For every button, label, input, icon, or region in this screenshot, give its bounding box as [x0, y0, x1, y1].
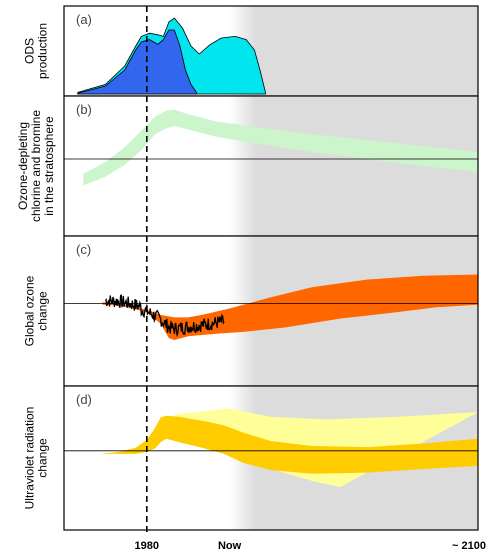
y-axis-label: ODS	[23, 38, 37, 64]
y-axis-label: Ozone-depleting	[16, 122, 30, 210]
panel-3: (d) Ultraviolet radiation change	[23, 385, 479, 531]
panel-label: (c)	[76, 242, 91, 257]
panel-2: (c) Global ozone change	[23, 235, 479, 387]
panel-0: (a) ODS production	[23, 5, 479, 97]
panel-label: (d)	[76, 392, 92, 407]
y-axis-label: Global ozone	[23, 275, 37, 346]
observations-line	[104, 294, 225, 338]
y-axis-label: in the stratosphere	[42, 116, 56, 216]
shading-fade	[229, 96, 256, 236]
y-axis-label: change	[36, 291, 50, 331]
y-axis-label: Ultraviolet radiation	[23, 407, 37, 510]
series-band-1	[77, 29, 197, 95]
panel-label: (b)	[76, 102, 92, 117]
series-band-0	[83, 109, 478, 186]
panel-frame	[63, 385, 479, 531]
panel-1: (b) Ozone-depleting chlorine and bromine in…	[16, 95, 479, 237]
series-band-1	[99, 415, 478, 474]
x-tick-label: 1980	[135, 540, 159, 552]
y-axis-label: production	[36, 23, 50, 79]
panel-label: (a)	[76, 12, 92, 27]
y-axis-label: change	[36, 438, 50, 478]
y-axis-label: chlorine and bromine	[29, 110, 43, 222]
series-band-0	[102, 274, 478, 341]
future-shading	[229, 6, 478, 96]
x-tick-label: ~ 2100	[452, 540, 486, 552]
x-tick-label: Now	[218, 540, 242, 552]
